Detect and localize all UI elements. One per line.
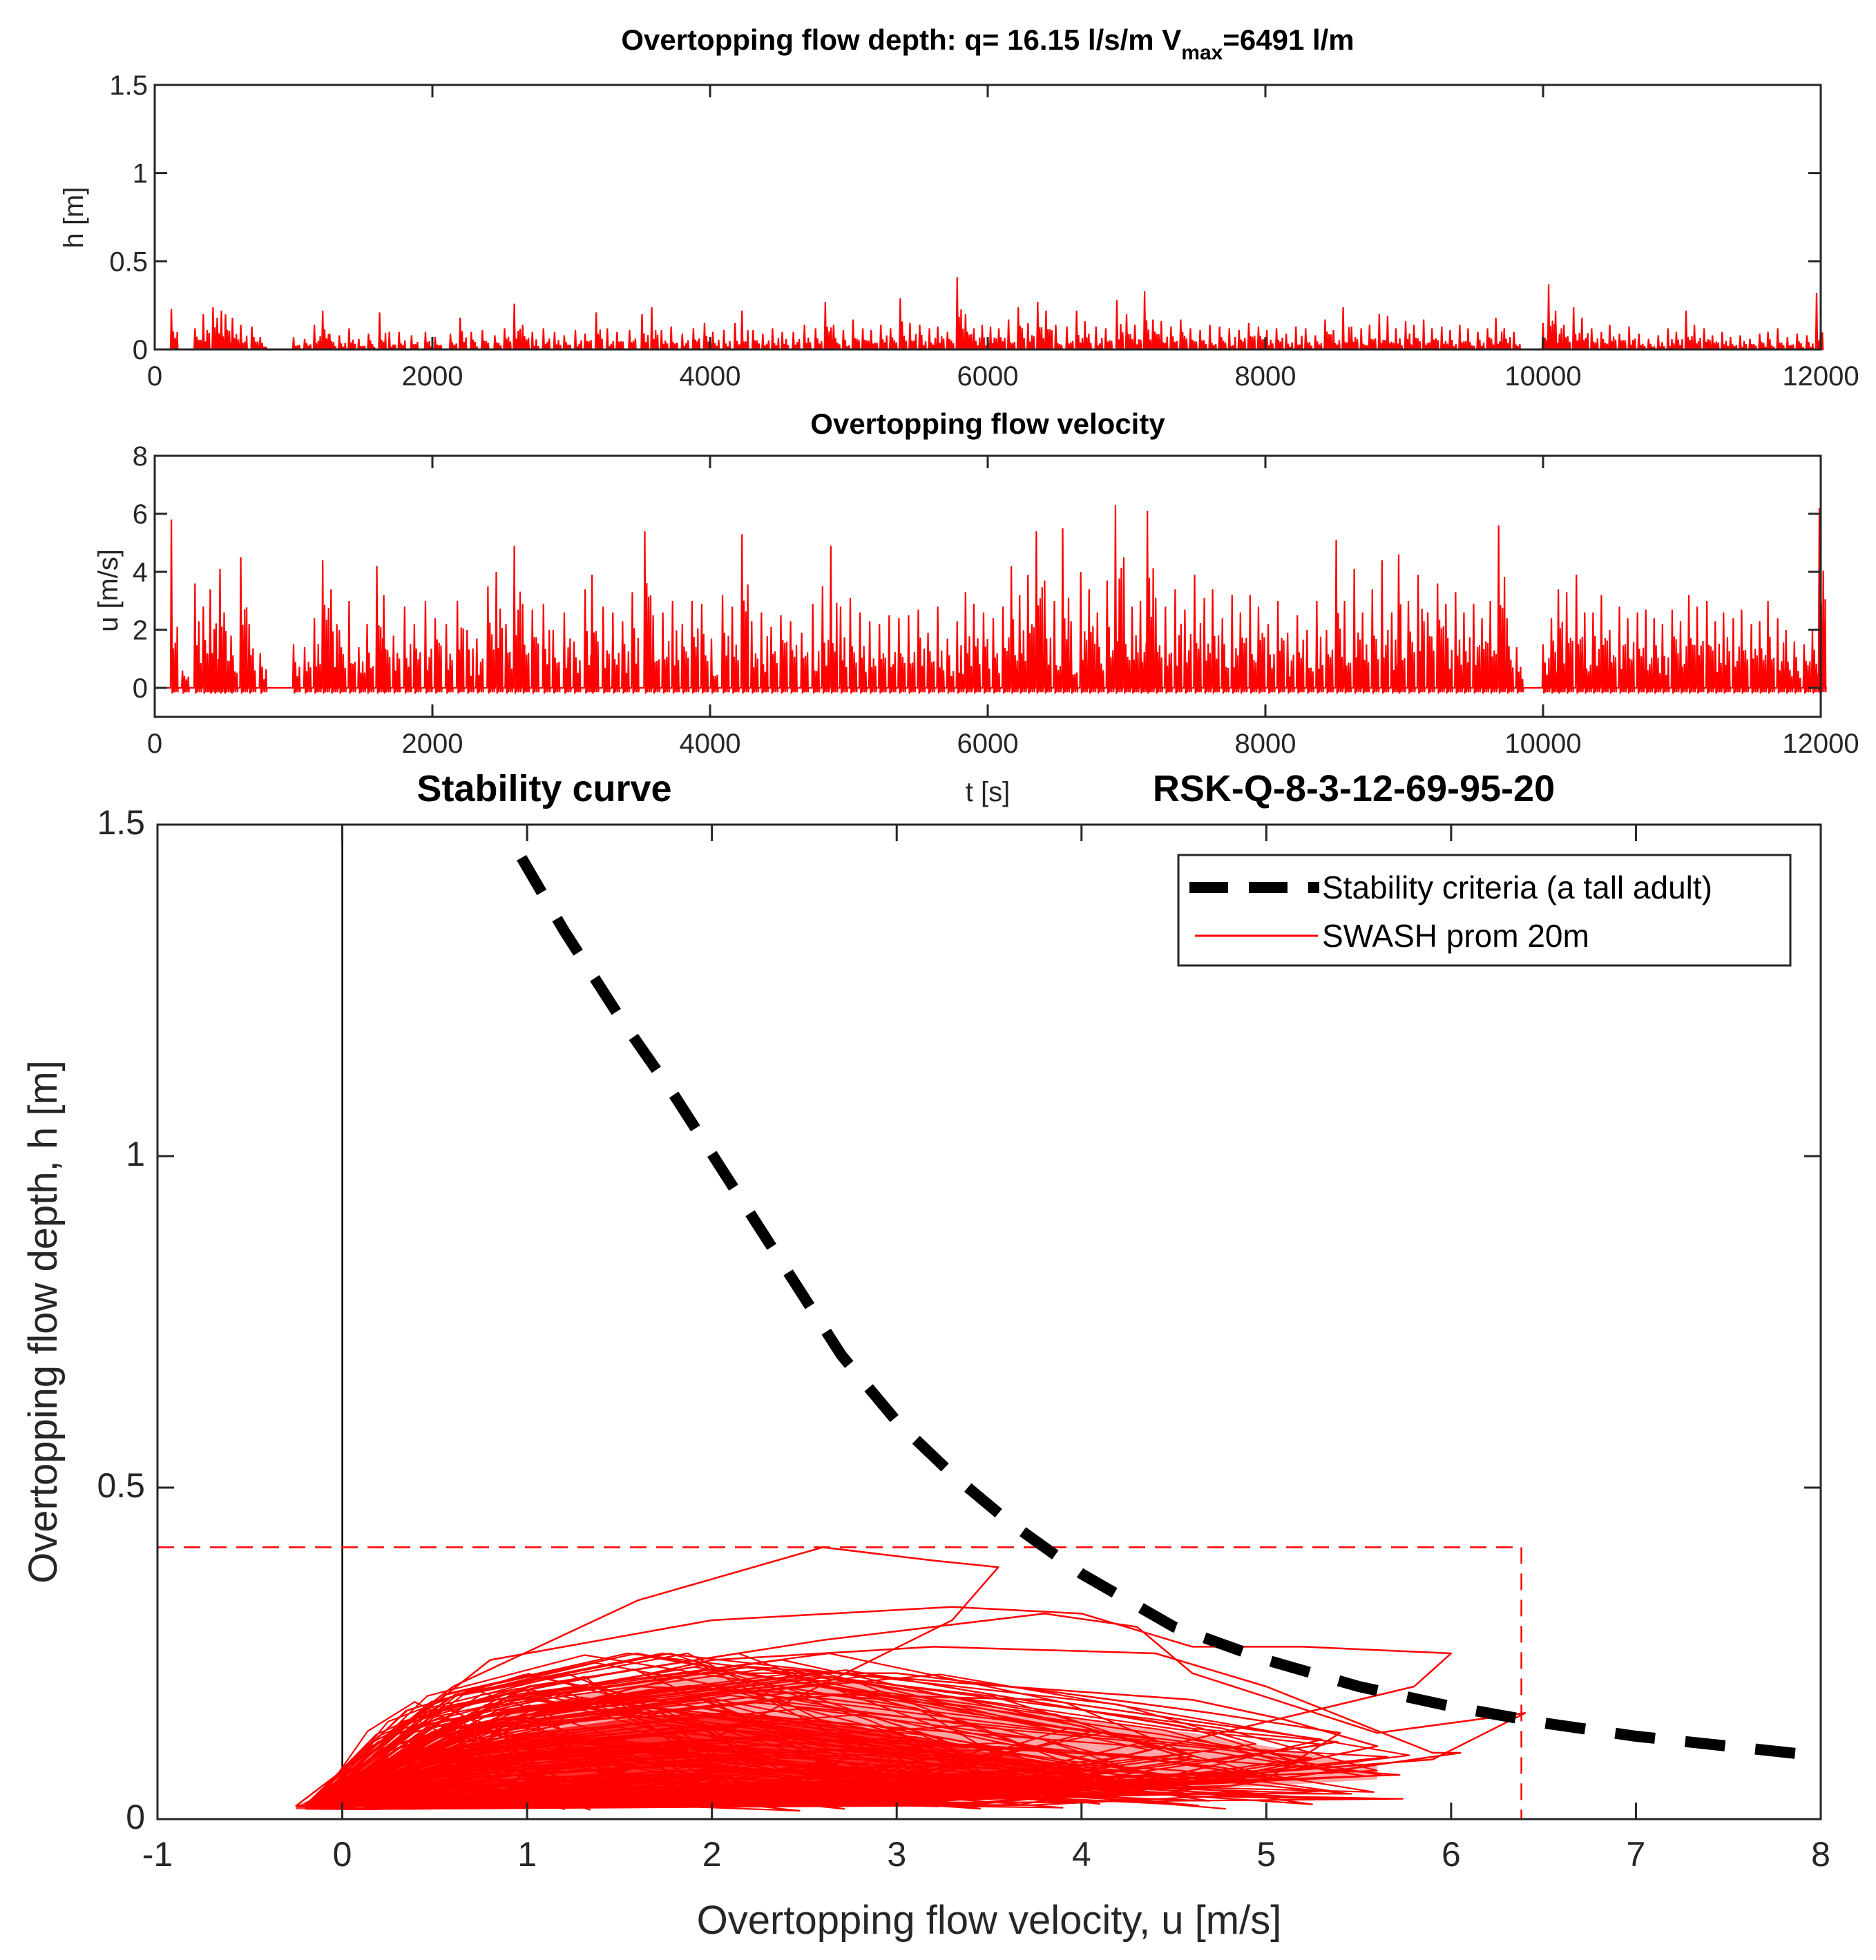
legend: Stability criteria (a tall adult) SWASH … <box>1177 854 1792 967</box>
y-tick-label: 1.5 <box>109 70 148 101</box>
y-tick-label: 0 <box>133 335 148 365</box>
x-tick-label: 6000 <box>957 729 1019 759</box>
x-tick-label: 8 <box>1811 1835 1830 1874</box>
depth-title-subscript: max <box>1181 41 1223 64</box>
x-tick-label: 6000 <box>957 361 1019 392</box>
swash-dense-core <box>296 1713 1082 1809</box>
velocity-frame <box>153 454 1822 718</box>
stability-ylabel: Overtopping flow depth, h [m] <box>21 1060 66 1584</box>
swash-loop <box>314 1666 1151 1810</box>
y-tick-label: 0.5 <box>109 247 148 277</box>
stability-title-left: Stability curve <box>417 768 671 809</box>
y-tick-label: 0 <box>133 673 148 704</box>
x-tick-label: 6 <box>1442 1835 1461 1874</box>
x-tick-label: 4 <box>1072 1835 1091 1874</box>
x-tick-label: 12000 <box>1782 361 1859 392</box>
x-tick-label: 1 <box>517 1835 537 1874</box>
depth-axes: 0 2000 4000 6000 8000 10000 12000 0 0.5 1 1.5 <box>109 70 1859 392</box>
x-tick-label: 0 <box>147 361 162 392</box>
stability-criteria-line <box>517 854 1821 1762</box>
depth-title-suffix: =6491 l/m <box>1223 23 1354 56</box>
stability-xlabel: Overtopping flow velocity, u [m/s] <box>697 1898 1282 1943</box>
x-tick-label: 3 <box>887 1835 906 1874</box>
y-tick-label: 1 <box>126 1135 145 1173</box>
x-tick-label: 2000 <box>402 361 463 392</box>
y-tick-label: 2 <box>133 615 148 646</box>
y-tick-label: 8 <box>133 441 148 472</box>
x-tick-label: 8000 <box>1235 729 1296 759</box>
depth-panel: Overtopping flow depth: q= 16.15 l/s/m V… <box>59 23 1859 392</box>
depth-ylabel: h [m] <box>59 187 89 249</box>
y-tick-label: 1.5 <box>97 803 145 842</box>
stability-frame <box>156 823 1822 1820</box>
swash-series <box>295 1546 1526 1812</box>
depth-title: Overtopping flow depth: q= 16.15 l/s/m V… <box>621 23 1354 64</box>
legend-label-stability: Stability criteria (a tall adult) <box>1322 869 1712 905</box>
x-tick-label: 0 <box>333 1835 352 1874</box>
stability-title-right: RSK-Q-8-3-12-69-95-20 <box>1153 768 1555 809</box>
x-tick-label: 5 <box>1256 1835 1276 1874</box>
y-tick-label: 0.5 <box>97 1466 145 1505</box>
legend-box <box>1177 854 1792 967</box>
velocity-xlabel: t [s] <box>966 777 1010 807</box>
x-tick-label: 10000 <box>1504 729 1581 759</box>
velocity-series <box>155 505 1827 694</box>
x-tick-label: 8000 <box>1235 361 1296 392</box>
stability-axes: -1 0 1 2 3 4 5 6 7 800.511.5 <box>97 803 1830 1874</box>
x-tick-label: 2000 <box>402 729 463 759</box>
stability-plot-area <box>157 825 1821 1819</box>
velocity-ylabel: u [m/s] <box>93 549 124 632</box>
y-tick-label: 6 <box>133 499 148 530</box>
legend-label-swash: SWASH prom 20m <box>1322 918 1589 954</box>
stability-series <box>157 825 1821 1819</box>
velocity-line <box>155 505 1827 694</box>
stability-panel: Stability curve RSK-Q-8-3-12-69-95-20 -1… <box>21 768 1830 1943</box>
x-tick-label: 0 <box>147 729 162 759</box>
velocity-axes: 0 2000 4000 6000 8000 10000 12000 0 2 4 6 8 <box>133 441 1859 759</box>
y-tick-label: 0 <box>126 1798 145 1836</box>
x-tick-label: -1 <box>142 1835 173 1874</box>
x-tick-label: 2 <box>702 1835 722 1874</box>
x-tick-label: 4000 <box>680 729 741 759</box>
depth-plot-area <box>155 85 1821 349</box>
velocity-title: Overtopping flow velocity <box>810 407 1165 440</box>
x-tick-label: 4000 <box>680 361 741 392</box>
x-tick-label: 7 <box>1627 1835 1646 1874</box>
velocity-panel: Overtopping flow velocity 0 2000 4000 6000 8… <box>93 407 1859 807</box>
x-tick-label: 10000 <box>1504 361 1581 392</box>
x-tick-label: 12000 <box>1782 729 1859 759</box>
y-tick-label: 4 <box>133 557 148 588</box>
depth-frame <box>153 84 1822 351</box>
y-tick-label: 1 <box>133 159 148 189</box>
